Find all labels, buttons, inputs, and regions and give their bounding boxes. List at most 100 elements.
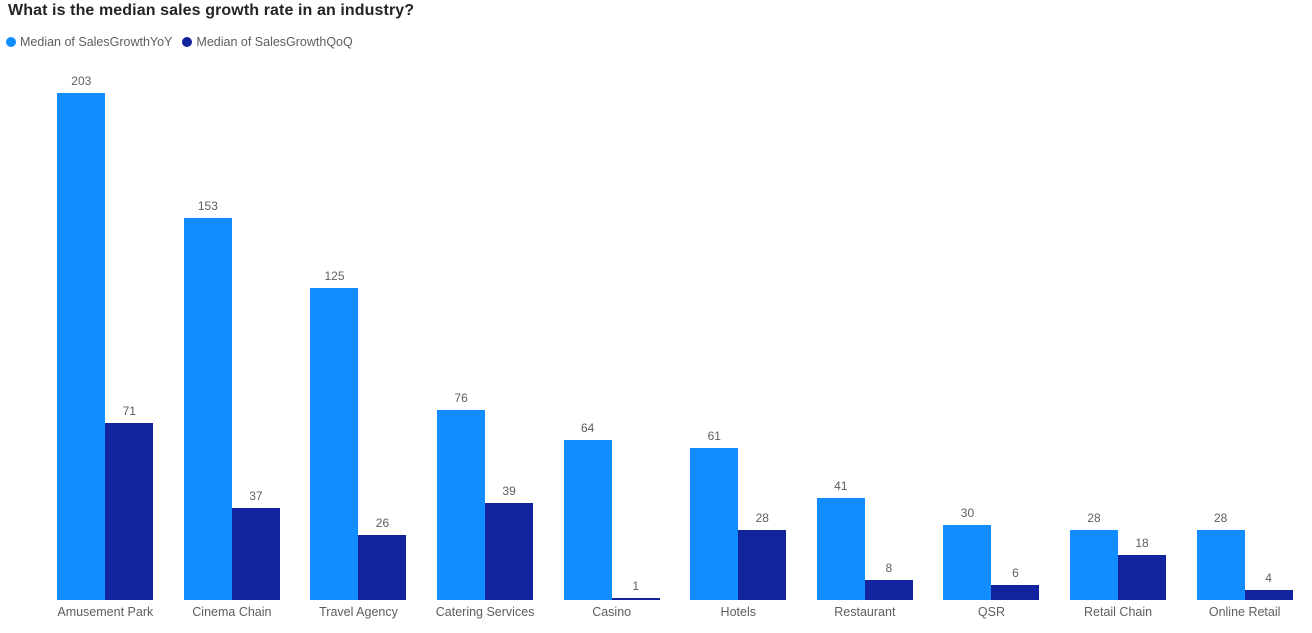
bar-pair: 28 18 xyxy=(1070,511,1167,600)
bar-column: 61 xyxy=(690,429,739,600)
bar-yoy[interactable] xyxy=(183,218,232,600)
data-label: 203 xyxy=(71,74,92,88)
bar-qoq[interactable] xyxy=(611,598,660,600)
legend: Median of SalesGrowthYoY Median of Sales… xyxy=(6,35,353,49)
bar-group: 76 39 xyxy=(422,60,549,600)
bar-qoq[interactable] xyxy=(231,508,280,600)
bar-qoq[interactable] xyxy=(991,585,1040,600)
data-label: 153 xyxy=(197,199,218,213)
bar-yoy[interactable] xyxy=(57,93,106,600)
bar-column: 125 xyxy=(310,269,359,600)
category-label: Casino xyxy=(592,605,632,619)
bar-qoq[interactable] xyxy=(1118,555,1167,600)
bar-yoy[interactable] xyxy=(816,498,865,600)
category-label: Travel Agency xyxy=(319,605,398,619)
bar-qoq[interactable] xyxy=(105,423,154,600)
data-label: 39 xyxy=(502,484,516,498)
data-label: 18 xyxy=(1135,536,1149,550)
data-label: 6 xyxy=(1012,566,1019,580)
bar-yoy[interactable] xyxy=(437,410,486,600)
data-label: 71 xyxy=(122,404,136,418)
bar-group: 61 28 xyxy=(675,60,802,600)
bar-pair: 76 39 xyxy=(437,391,534,600)
legend-item-yoy[interactable]: Median of SalesGrowthYoY xyxy=(6,35,172,49)
data-label: 1 xyxy=(632,579,640,593)
bar-qoq[interactable] xyxy=(485,503,534,600)
bar-group: 203 71 xyxy=(42,60,169,600)
bar-column: 8 xyxy=(864,561,913,600)
bar-column: 71 xyxy=(105,404,154,600)
data-label: 28 xyxy=(755,511,769,525)
bar-pair: 30 6 xyxy=(943,506,1040,600)
data-label: 61 xyxy=(707,429,721,443)
bar-pair: 61 28 xyxy=(690,429,787,600)
data-label: 64 xyxy=(580,421,595,435)
data-label: 26 xyxy=(375,516,390,530)
data-label: 8 xyxy=(885,561,893,575)
bar-pair: 203 71 xyxy=(57,74,154,600)
bar-group: 125 26 xyxy=(295,60,422,600)
data-label: 76 xyxy=(454,391,468,405)
data-label: 37 xyxy=(249,489,263,503)
legend-label: Median of SalesGrowthYoY xyxy=(20,35,173,49)
bar-group: 41 8 xyxy=(802,60,929,600)
bar-yoy[interactable] xyxy=(943,525,992,600)
bar-column: 26 xyxy=(358,516,407,600)
chart-title: What is the median sales growth rate in … xyxy=(8,2,415,19)
bar-yoy[interactable] xyxy=(1196,530,1245,600)
legend-swatch xyxy=(182,37,193,47)
category-label: Retail Chain xyxy=(1084,605,1153,619)
bar-qoq[interactable] xyxy=(864,580,913,600)
plot-area: 203 71 153 37 125 26 76 39 64 1 61 28 41 8 30 6 28 18 28 4 xyxy=(42,60,1308,600)
bar-pair: 28 4 xyxy=(1196,511,1293,600)
category-label: Catering Services xyxy=(435,605,535,619)
bar-qoq[interactable] xyxy=(738,530,787,600)
bar-column: 6 xyxy=(991,566,1040,600)
bar-column: 18 xyxy=(1118,536,1167,600)
legend-label: Median of SalesGrowthQoQ xyxy=(196,35,353,49)
bar-column: 37 xyxy=(231,489,280,600)
data-label: 30 xyxy=(960,506,975,520)
data-label: 125 xyxy=(324,269,345,283)
bar-column: 153 xyxy=(183,199,232,600)
bar-column: 41 xyxy=(816,479,865,600)
bar-column: 30 xyxy=(943,506,992,600)
data-label: 4 xyxy=(1265,571,1272,585)
legend-swatch xyxy=(6,37,16,47)
data-label: 28 xyxy=(1213,511,1228,525)
bar-pair: 64 1 xyxy=(563,421,660,600)
category-label: Restaurant xyxy=(834,605,896,619)
bar-pair: 41 8 xyxy=(816,479,913,600)
bar-column: 39 xyxy=(485,484,534,600)
bar-column: 1 xyxy=(611,579,660,600)
bar-column: 28 xyxy=(1070,511,1119,600)
data-label: 41 xyxy=(834,479,848,493)
bar-group: 64 1 xyxy=(548,60,675,600)
bar-column: 28 xyxy=(738,511,787,600)
category-label: Online Retail xyxy=(1208,605,1281,619)
bar-pair: 125 26 xyxy=(310,269,407,600)
bar-column: 28 xyxy=(1196,511,1245,600)
bar-group: 28 18 xyxy=(1055,60,1182,600)
category-label: Amusement Park xyxy=(57,605,154,619)
category-label: Cinema Chain xyxy=(192,605,272,619)
bar-qoq[interactable] xyxy=(358,535,407,600)
bar-group: 28 4 xyxy=(1181,60,1308,600)
category-label: Hotels xyxy=(720,605,756,619)
bar-column: 64 xyxy=(563,421,612,600)
data-label: 28 xyxy=(1087,511,1101,525)
category-label: QSR xyxy=(977,605,1005,619)
bar-yoy[interactable] xyxy=(563,440,612,600)
bar-yoy[interactable] xyxy=(1070,530,1119,600)
bar-column: 203 xyxy=(57,74,106,600)
bar-column: 4 xyxy=(1244,571,1293,600)
x-axis: Amusement Park Cinema Chain Travel Agency C… xyxy=(42,605,1308,619)
bar-qoq[interactable] xyxy=(1244,590,1293,600)
bar-group: 153 37 xyxy=(169,60,296,600)
legend-item-qoq[interactable]: Median of SalesGrowthQoQ xyxy=(182,35,353,49)
bar-group: 30 6 xyxy=(928,60,1055,600)
bar-yoy[interactable] xyxy=(690,448,739,600)
bar-yoy[interactable] xyxy=(310,288,359,600)
bar-column: 76 xyxy=(437,391,486,600)
